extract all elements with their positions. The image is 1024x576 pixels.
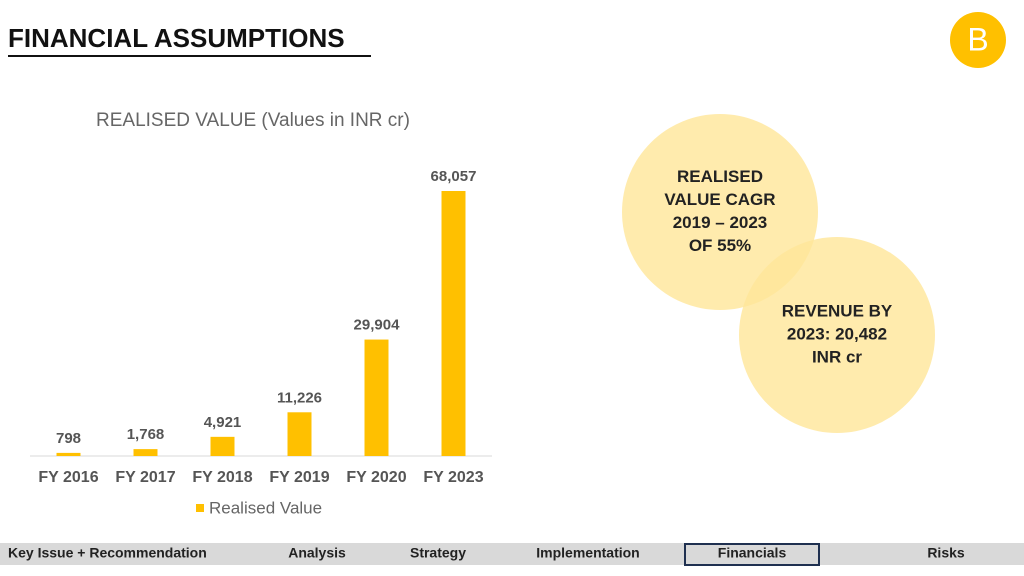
bar (364, 339, 389, 456)
x-tick-label: FY 2020 (346, 469, 406, 486)
slide-title: FINANCIAL ASSUMPTIONS (8, 23, 345, 53)
chart-title: REALISED VALUE (Values in INR cr) (96, 110, 410, 131)
bar (441, 191, 466, 456)
x-tick-label: FY 2023 (423, 469, 483, 486)
bar (133, 449, 158, 456)
nav-item[interactable]: Implementation (536, 545, 639, 561)
x-tick-label: FY 2018 (192, 469, 252, 486)
callout-text: INR cr (812, 347, 862, 366)
nav-item[interactable]: Analysis (288, 545, 346, 561)
nav-item[interactable]: Financials (718, 545, 787, 561)
x-tick-label: FY 2017 (115, 469, 175, 486)
value-label: 11,226 (277, 389, 322, 406)
callout-text: REALISED (677, 167, 763, 186)
callout-text: REVENUE BY (782, 301, 893, 320)
callout-text: 2019 – 2023 (673, 213, 768, 232)
nav-active-box (684, 543, 820, 566)
nav-bar (0, 543, 1024, 565)
nav-item[interactable]: Risks (927, 545, 965, 561)
bar (210, 436, 235, 456)
callout-text: 2023: 20,482 (787, 324, 887, 343)
logo-letter: B (967, 21, 988, 57)
legend-label: Realised Value (209, 498, 322, 517)
x-tick-label: FY 2016 (38, 469, 98, 486)
bar (287, 412, 312, 456)
value-label: 29,904 (354, 317, 401, 334)
value-label: 1,768 (127, 426, 165, 443)
x-tick-label: FY 2019 (269, 469, 329, 486)
legend-swatch (196, 504, 204, 512)
bar (56, 452, 81, 456)
value-label: 798 (56, 430, 81, 447)
nav-item[interactable]: Key Issue + Recommendation (8, 545, 207, 561)
callout-text: OF 55% (689, 236, 751, 255)
callout-text: VALUE CAGR (664, 190, 775, 209)
nav-item[interactable]: Strategy (410, 545, 466, 561)
logo (950, 12, 1006, 68)
callout-circle (739, 237, 935, 433)
callout-circle (622, 114, 818, 310)
value-label: 68,057 (431, 168, 477, 185)
value-label: 4,921 (204, 414, 242, 431)
